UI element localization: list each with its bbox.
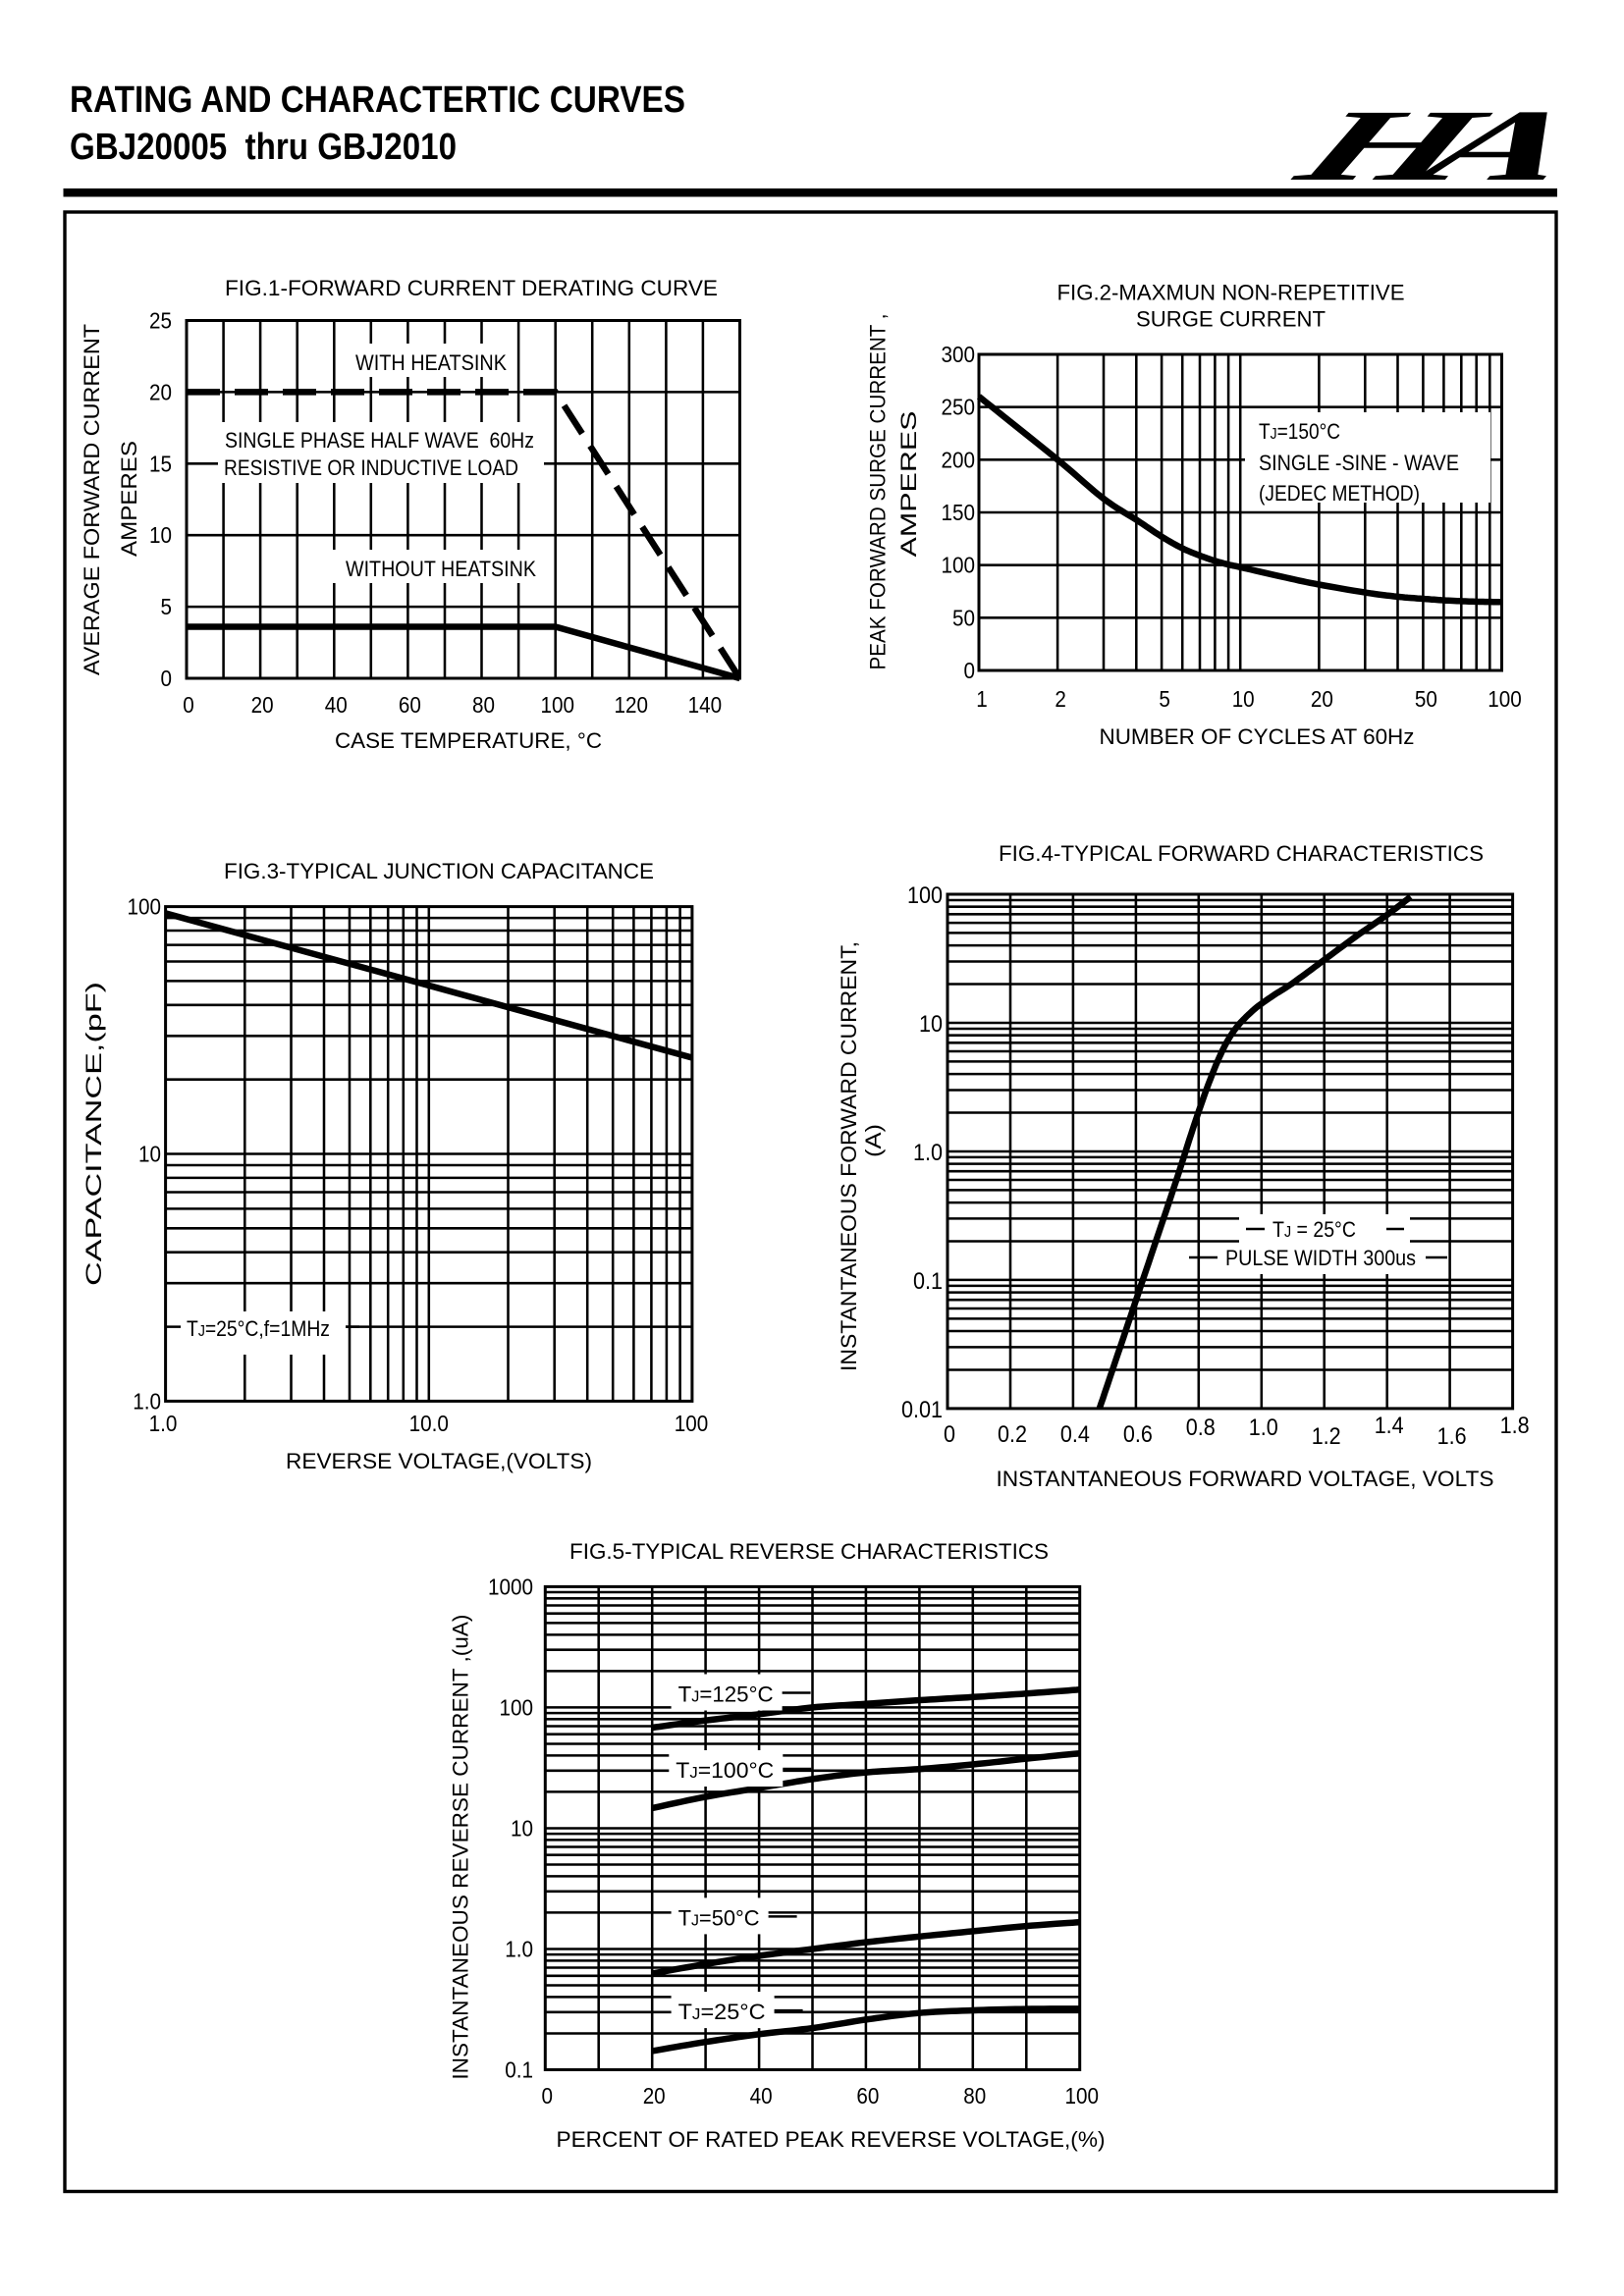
svg-text:1000: 1000 [488,1574,533,1599]
svg-text:1.0: 1.0 [913,1140,943,1166]
svg-text:10: 10 [511,1816,533,1842]
svg-text:60: 60 [399,692,421,718]
svg-text:1.6: 1.6 [1437,1423,1467,1450]
svg-text:100: 100 [907,882,943,909]
svg-text:GBJ20005 thru GBJ2010: GBJ20005 thru GBJ2010 [70,127,457,168]
svg-text:AVERAGE FORWARD CURRENT: AVERAGE FORWARD CURRENT [80,324,104,675]
svg-text:140: 140 [688,692,723,718]
svg-text:20: 20 [149,379,172,404]
svg-text:1.4: 1.4 [1375,1413,1404,1439]
svg-text:AMPERES: AMPERES [896,411,921,558]
svg-text:CAPACITANCE,(pF): CAPACITANCE,(pF) [81,982,106,1286]
svg-text:SINGLE PHASE HALF WAVE 60Hz: SINGLE PHASE HALF WAVE 60Hz [225,428,534,453]
svg-text:60: 60 [856,2083,879,2109]
svg-text:100: 100 [500,1694,534,1720]
svg-text:0: 0 [944,1421,955,1448]
svg-text:INSTANTANEOUS FORWARD CURRENT,: INSTANTANEOUS FORWARD CURRENT, [837,941,861,1371]
svg-text:(JEDEC METHOD): (JEDEC METHOD) [1259,481,1420,506]
svg-text:AMPERES: AMPERES [117,441,141,557]
svg-text:1.0: 1.0 [133,1388,161,1414]
svg-text:INSTANTANEOUS REVERSE CURRENT: INSTANTANEOUS REVERSE CURRENT ,(uA) [449,1615,473,2080]
svg-text:INSTANTANEOUS FORWARD VOLTAGE,: INSTANTANEOUS FORWARD VOLTAGE, VOLTS [997,1467,1494,1491]
svg-text:1.8: 1.8 [1500,1413,1530,1439]
svg-text:100: 100 [942,553,976,578]
svg-text:10: 10 [149,522,172,548]
svg-text:0.4: 0.4 [1060,1421,1090,1448]
svg-text:TJ=150°C: TJ=150°C [1259,419,1340,444]
svg-text:100: 100 [1488,686,1522,712]
svg-text:100: 100 [675,1411,709,1436]
svg-text:0: 0 [183,692,194,718]
svg-text:50: 50 [1415,686,1437,712]
svg-text:FIG.3-TYPICAL JUNCTION CAPACIT: FIG.3-TYPICAL JUNCTION CAPACITANCE [224,859,654,883]
svg-text:5: 5 [161,594,173,619]
svg-text:0.01: 0.01 [901,1397,943,1423]
svg-text:0.1: 0.1 [505,2057,533,2083]
svg-text:20: 20 [643,2083,666,2109]
svg-text:REVERSE VOLTAGE,(VOLTS): REVERSE VOLTAGE,(VOLTS) [286,1449,592,1473]
svg-text:1: 1 [976,686,988,712]
svg-text:0.2: 0.2 [998,1421,1027,1448]
svg-text:1.0: 1.0 [1249,1415,1278,1441]
svg-text:10: 10 [1232,686,1255,712]
svg-text:1.0: 1.0 [505,1937,533,1962]
svg-text:150: 150 [942,500,976,525]
svg-text:RATING AND CHARACTERTIC CURVES: RATING AND CHARACTERTIC CURVES [70,80,685,121]
svg-text:FIG.5-TYPICAL REVERSE CHARACTE: FIG.5-TYPICAL REVERSE CHARACTERISTICS [569,1539,1049,1564]
svg-text:2: 2 [1055,686,1066,712]
svg-text:15: 15 [149,451,172,476]
svg-text:(A): (A) [861,1124,886,1157]
svg-text:0.6: 0.6 [1123,1421,1153,1448]
svg-text:25: 25 [149,308,172,334]
svg-text:10.0: 10.0 [409,1411,449,1436]
svg-text:20: 20 [251,692,274,718]
svg-text:FIG.4-TYPICAL FORWARD CHARACTE: FIG.4-TYPICAL FORWARD CHARACTERISTICS [999,841,1484,866]
svg-text:PULSE WIDTH 300us: PULSE WIDTH 300us [1225,1246,1416,1270]
svg-text:120: 120 [615,692,649,718]
svg-text:TJ=25°C,f=1MHz: TJ=25°C,f=1MHz [187,1316,330,1341]
svg-text:40: 40 [750,2083,773,2109]
svg-text:0.8: 0.8 [1186,1415,1216,1441]
svg-text:20: 20 [1311,686,1333,712]
svg-text:10: 10 [138,1142,161,1167]
svg-text:0: 0 [542,2083,554,2109]
svg-text:0.1: 0.1 [913,1268,943,1295]
svg-text:WITHOUT HEATSINK: WITHOUT HEATSINK [346,557,536,581]
svg-text:PERCENT OF RATED PEAK REVERSE: PERCENT OF RATED PEAK REVERSE VOLTAGE,(%… [557,2127,1106,2152]
svg-text:1.0: 1.0 [149,1411,178,1436]
svg-text:CASE TEMPERATURE, °C: CASE TEMPERATURE, °C [335,728,602,753]
svg-text:300: 300 [942,342,976,367]
svg-text:0: 0 [964,658,976,683]
svg-text:80: 80 [963,2083,986,2109]
svg-text:50: 50 [952,605,975,630]
svg-text:NUMBER OF CYCLES AT 60Hz: NUMBER OF CYCLES AT 60Hz [1100,724,1415,749]
svg-text:10: 10 [919,1011,943,1038]
svg-text:FIG.1-FORWARD CURRENT DERATING: FIG.1-FORWARD CURRENT DERATING CURVE [225,276,718,300]
svg-text:100: 100 [128,894,162,920]
svg-text:PEAK FORWARD SURGE CURRENT ,: PEAK FORWARD SURGE CURRENT , [866,314,891,670]
svg-text:100: 100 [540,692,574,718]
svg-text:40: 40 [325,692,348,718]
svg-text:200: 200 [942,447,976,472]
svg-text:1.2: 1.2 [1312,1423,1341,1450]
svg-text:250: 250 [942,395,976,420]
svg-text:WITH HEATSINK: WITH HEATSINK [355,350,507,375]
svg-text:RESISTIVE OR INDUCTIVE LOAD: RESISTIVE OR INDUCTIVE LOAD [224,455,518,480]
svg-text:TJ=25°C: TJ=25°C [678,2000,766,2024]
svg-text:80: 80 [472,692,495,718]
svg-text:SINGLE -SINE - WAVE: SINGLE -SINE - WAVE [1259,451,1459,475]
svg-text:TJ=50°C: TJ=50°C [678,1905,760,1930]
svg-text:SURGE CURRENT: SURGE CURRENT [1136,307,1326,332]
svg-text:100: 100 [1064,2083,1099,2109]
svg-text:0: 0 [161,666,173,691]
svg-text:FIG.2-MAXMUN NON-REPETITIVE: FIG.2-MAXMUN NON-REPETITIVE [1057,281,1405,305]
svg-text:5: 5 [1159,686,1170,712]
